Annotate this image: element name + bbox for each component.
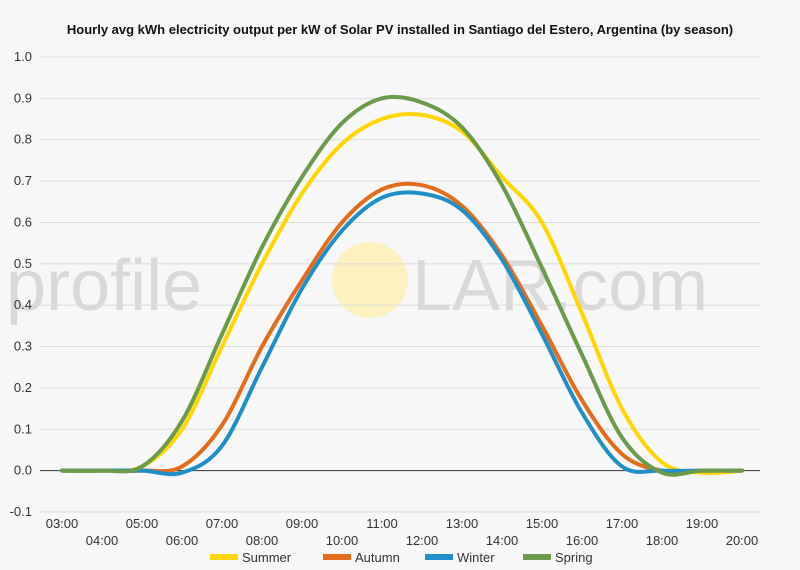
x-tick-label: 20:00 — [726, 533, 759, 548]
chart-title: Hourly avg kWh electricity output per kW… — [67, 22, 733, 37]
x-tick-label: 09:00 — [286, 516, 319, 531]
series-line-summer — [60, 112, 744, 476]
legend-swatch-autumn — [323, 554, 351, 560]
y-tick-label: 0.8 — [14, 132, 32, 147]
legend-swatch-winter — [425, 554, 453, 560]
x-tick-label: 07:00 — [206, 516, 239, 531]
watermark-left-text: profile — [6, 246, 202, 326]
y-tick-label: 0.9 — [14, 90, 32, 105]
x-tick-label: 17:00 — [606, 516, 639, 531]
x-tick-label: 10:00 — [326, 533, 359, 548]
x-tick-label: 14:00 — [486, 533, 519, 548]
x-tick-label: 15:00 — [526, 516, 559, 531]
y-tick-label: 0.0 — [14, 463, 32, 478]
legend-label-autumn: Autumn — [355, 550, 400, 565]
y-tick-label: -0.1 — [10, 504, 32, 519]
x-tick-label: 18:00 — [646, 533, 679, 548]
legend-label-winter: Winter — [457, 550, 495, 565]
legend-swatch-summer — [210, 554, 238, 560]
x-axis-ticks: 03:00 04:00 05:00 06:00 07:00 08:00 09:00 10:00… — [46, 516, 759, 548]
legend: Summer Autumn Winter Spring — [210, 550, 593, 565]
x-tick-label: 08:00 — [246, 533, 279, 548]
legend-swatch-spring — [523, 554, 551, 560]
x-tick-label: 12:00 — [406, 533, 439, 548]
y-tick-label: 0.6 — [14, 214, 32, 229]
x-tick-label: 03:00 — [46, 516, 79, 531]
x-tick-label: 05:00 — [126, 516, 159, 531]
watermark-sun-icon — [332, 242, 408, 318]
y-tick-label: 0.2 — [14, 380, 32, 395]
watermark: profile LAR.com — [6, 242, 708, 326]
y-tick-label: 1.0 — [14, 49, 32, 64]
series-line-autumn — [60, 181, 744, 474]
y-tick-label: 0.5 — [14, 256, 32, 271]
y-tick-label: 0.7 — [14, 173, 32, 188]
series-line-spring — [60, 94, 744, 477]
legend-label-summer: Summer — [242, 550, 292, 565]
x-tick-label: 06:00 — [166, 533, 199, 548]
y-tick-label: 0.4 — [14, 297, 32, 312]
series-lines — [60, 94, 744, 477]
y-axis-ticks: -0.1 0.0 0.1 0.2 0.3 0.4 0.5 0.6 0.7 0.8 0.9 1.0 — [10, 49, 32, 519]
x-tick-label: 04:00 — [86, 533, 119, 548]
x-tick-label: 11:00 — [366, 516, 398, 531]
x-tick-label: 19:00 — [686, 516, 719, 531]
x-tick-label: 13:00 — [446, 516, 479, 531]
y-tick-label: 0.1 — [14, 421, 32, 436]
legend-label-spring: Spring — [555, 550, 593, 565]
series-line-winter — [60, 190, 744, 477]
y-tick-label: 0.3 — [14, 339, 32, 354]
x-tick-label: 16:00 — [566, 533, 599, 548]
